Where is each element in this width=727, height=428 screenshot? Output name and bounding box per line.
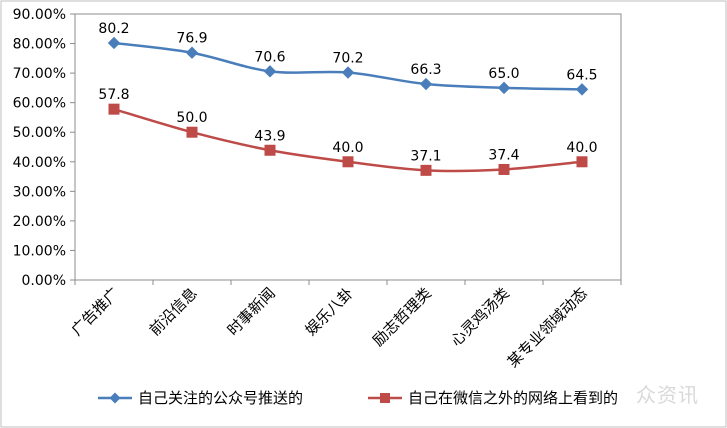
series-2-marker [108, 103, 120, 115]
series-2-marker [264, 144, 276, 156]
y-tick-label: 90.00% [13, 7, 66, 23]
series-2-data-label: 37.4 [488, 147, 519, 163]
series-1-marker [419, 77, 433, 91]
y-tick-label: 0.00% [22, 273, 66, 289]
series-2-data-label: 43.9 [254, 128, 285, 144]
series-2-data-label: 40.0 [332, 140, 363, 156]
plot-area-frame [74, 13, 622, 281]
y-tick-label: 30.00% [13, 184, 66, 200]
series-2-data-label: 50.0 [176, 110, 207, 126]
series-2-marker [420, 164, 432, 176]
legend-label-1: 自己关注的公众号推送的 [138, 389, 303, 407]
y-tick-label: 40.00% [13, 155, 66, 171]
legend-marker-2 [380, 393, 390, 403]
series-1-data-label: 76.9 [176, 31, 207, 47]
series-1-data-label: 70.6 [254, 49, 285, 65]
series-1-data-label: 65.0 [488, 66, 519, 82]
y-tick-label: 50.00% [13, 125, 66, 141]
series-1-marker [341, 66, 355, 79]
y-tick-label: 70.00% [13, 66, 66, 82]
series-2-data-label: 57.8 [98, 87, 129, 103]
series-2-marker [342, 156, 354, 168]
y-tick-label: 80.00% [13, 37, 66, 53]
series-2-marker [186, 126, 198, 138]
series-1-marker [575, 83, 589, 96]
series-1-data-label: 70.2 [332, 51, 363, 67]
y-tick-label: 20.00% [13, 214, 66, 230]
series-2-data-label: 40.0 [566, 140, 597, 156]
series-2-marker [576, 156, 588, 168]
series-1-marker [185, 46, 199, 59]
series-1-marker [497, 81, 511, 95]
y-tick-label: 10.00% [13, 243, 66, 259]
series-1-data-label: 66.3 [410, 62, 441, 78]
series-1-marker [263, 65, 277, 78]
legend-label-2: 自己在微信之外的网络上看到的 [408, 389, 618, 407]
series-1-marker [107, 36, 121, 50]
watermark-text: 众资讯 [636, 383, 699, 407]
series-1-data-label: 64.5 [566, 67, 597, 83]
series-2-data-label: 37.1 [410, 148, 441, 164]
y-tick-label: 60.00% [13, 96, 66, 112]
legend-marker-1 [109, 392, 121, 404]
series-1-data-label: 80.2 [98, 21, 129, 37]
series-2-marker [498, 163, 510, 175]
